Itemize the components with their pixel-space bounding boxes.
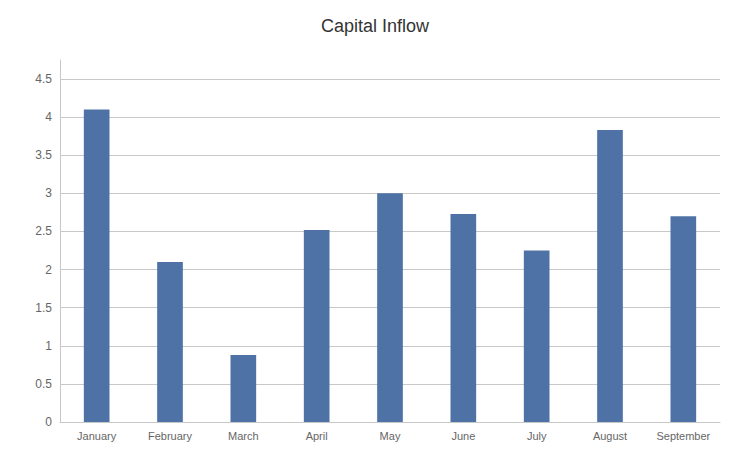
svg-text:Capital Inflow: Capital Inflow [321, 16, 430, 36]
svg-text:4.5: 4.5 [35, 72, 52, 86]
svg-text:March: March [228, 430, 259, 442]
svg-text:2: 2 [45, 263, 52, 277]
svg-text:0.5: 0.5 [35, 377, 52, 391]
svg-text:June: June [451, 430, 475, 442]
svg-text:3: 3 [45, 186, 52, 200]
svg-text:February: February [148, 430, 193, 442]
svg-text:April: April [306, 430, 328, 442]
svg-text:0: 0 [45, 415, 52, 429]
svg-text:4: 4 [45, 110, 52, 124]
svg-text:January: January [77, 430, 117, 442]
svg-text:3.5: 3.5 [35, 148, 52, 162]
svg-text:1.5: 1.5 [35, 301, 52, 315]
svg-text:2.5: 2.5 [35, 224, 52, 238]
svg-text:August: August [593, 430, 627, 442]
svg-text:May: May [380, 430, 401, 442]
svg-text:September: September [656, 430, 710, 442]
svg-text:July: July [527, 430, 547, 442]
svg-text:1: 1 [45, 339, 52, 353]
